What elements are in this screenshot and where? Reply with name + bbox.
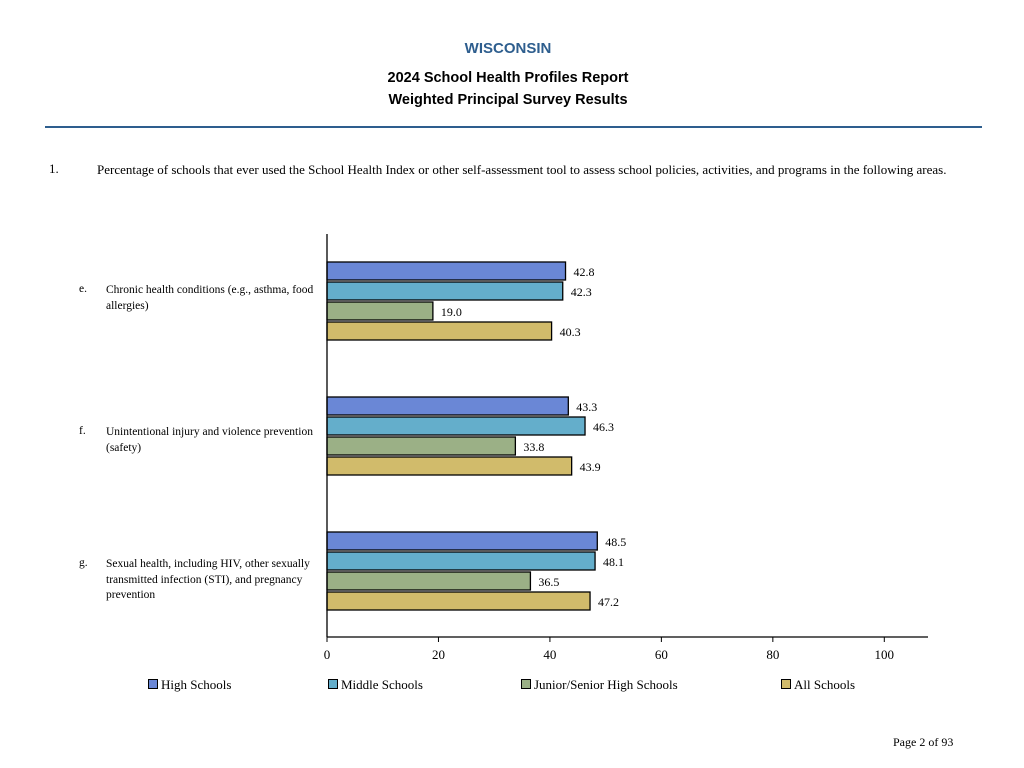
bar-2-3 — [326, 591, 591, 611]
x-tick-label-1: 20 — [432, 647, 445, 662]
data-label-1-1: 46.3 — [593, 420, 614, 434]
bar-2-2 — [326, 571, 532, 591]
data-label-0-3: 40.3 — [560, 325, 581, 339]
data-label-0-0: 42.8 — [574, 265, 595, 279]
category-letter-g: g. — [79, 557, 88, 569]
x-tick-label-0: 0 — [324, 647, 331, 662]
x-tick-label-5: 100 — [875, 647, 895, 662]
data-label-0-1: 42.3 — [571, 285, 592, 299]
legend-item-high-schools: High Schools — [148, 677, 231, 693]
data-label-2-1: 48.1 — [603, 555, 624, 569]
x-tick-label-4: 80 — [766, 647, 779, 662]
data-label-1-2: 33.8 — [523, 440, 544, 454]
data-label-1-0: 43.3 — [576, 400, 597, 414]
bar-0-0 — [326, 261, 567, 281]
header-divider — [45, 126, 982, 128]
legend-label-middle-schools: Middle Schools — [341, 677, 423, 692]
category-label-e: Chronic health conditions (e.g., asthma,… — [106, 284, 314, 312]
data-label-2-0: 48.5 — [605, 535, 626, 549]
legend-label-junior-senior-high-schools: Junior/Senior High Schools — [534, 677, 678, 692]
question-number: 1. — [49, 161, 59, 176]
legend-label-high-schools: High Schools — [161, 677, 232, 692]
category-label-g: Sexual health, including HIV, other sexu… — [106, 558, 310, 601]
x-tick-label-3: 60 — [655, 647, 668, 662]
bar-2-1 — [326, 551, 596, 571]
legend-swatch-junior-senior-high-schools — [521, 679, 531, 689]
category-letter-e: e. — [79, 283, 87, 295]
data-label-1-3: 43.9 — [580, 460, 601, 474]
bar-1-2 — [326, 436, 517, 456]
data-label-2-2: 36.5 — [538, 575, 559, 589]
bar-1-1 — [326, 416, 586, 436]
legend-item-junior-senior-high-schools: Junior/Senior High Schools — [521, 677, 678, 693]
bar-1-3 — [326, 456, 573, 476]
bar-1-0 — [326, 396, 569, 416]
legend-swatch-high-schools — [148, 679, 158, 689]
report-subtitle: Weighted Principal Survey Results — [388, 92, 628, 108]
bar-0-2 — [326, 301, 434, 321]
x-tick-label-2: 40 — [543, 647, 556, 662]
data-label-2-3: 47.2 — [598, 595, 619, 609]
page-number: Page 2 of 93 — [893, 735, 954, 749]
legend-swatch-middle-schools — [328, 679, 338, 689]
legend-item-middle-schools: Middle Schools — [328, 677, 423, 693]
category-label-f: Unintentional injury and violence preven… — [106, 426, 313, 454]
bar-0-1 — [326, 281, 564, 301]
category-letter-f: f. — [79, 425, 86, 437]
legend-swatch-all-schools — [781, 679, 791, 689]
bar-2-0 — [326, 531, 598, 551]
bar-0-3 — [326, 321, 553, 341]
legend-item-all-schools: All Schools — [781, 677, 855, 693]
data-label-0-2: 19.0 — [441, 305, 462, 319]
state-name: WISCONSIN — [464, 40, 552, 57]
question-text: Percentage of schools that ever used the… — [97, 162, 947, 177]
report-title: 2024 School Health Profiles Report — [387, 70, 629, 86]
legend-label-all-schools: All Schools — [794, 677, 856, 692]
